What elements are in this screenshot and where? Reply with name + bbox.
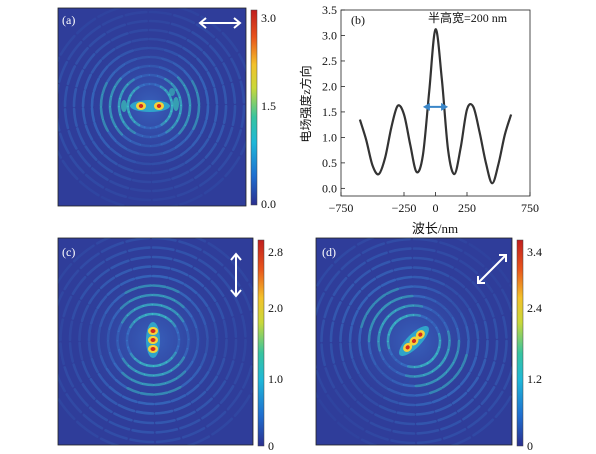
colorbar-c-tick-3: 1.0 [268, 372, 283, 386]
y-tick-label: 2.5 [322, 54, 337, 68]
x-tick-label: 750 [521, 201, 539, 215]
y-tick-label: 3.0 [322, 28, 337, 42]
y-axis-label-b: 电场强度z方向 [298, 65, 313, 142]
horizontal-double-arrow-icon [198, 17, 242, 29]
y-tick-label: 0.5 [322, 156, 337, 170]
panel-label-d: (d) [322, 245, 336, 259]
x-tick-label: 250 [458, 201, 476, 215]
colorbar-a: 3.0 1.5 0.0 [250, 9, 276, 211]
colorbar-d-tick-3: 1.2 [527, 372, 542, 386]
x-axis-b: −750 −250 0 250 750 [329, 192, 539, 215]
heatmap-c: (c) [57, 237, 254, 446]
y-tick-label: 3.5 [322, 3, 337, 17]
panel-label-c: (c) [62, 245, 75, 259]
plot-frame-b [340, 9, 531, 197]
colorbar-a-tick-min: 0.0 [261, 197, 276, 211]
hotspot-d [399, 326, 429, 356]
interference-rings-d [316, 238, 512, 445]
x-tick-label: −250 [392, 201, 417, 215]
colorbar-d-tick-1: 3.4 [527, 245, 542, 259]
colorbar-c-gradient [257, 239, 265, 447]
colorbar-d-tick-4: 0 [527, 439, 533, 453]
colorbar-c-tick-4: 0 [268, 439, 274, 453]
hotspot-c [146, 322, 160, 358]
x-axis-label-b: 波长/nm [412, 221, 458, 236]
colorbar-c: 2.8 2.0 1.0 0 [257, 239, 283, 453]
y-tick-label: 1.5 [322, 105, 337, 119]
interference-rings-c [58, 238, 253, 445]
panel-label-a: (a) [62, 13, 75, 27]
hotspot-a [121, 88, 179, 112]
colorbar-c-tick-1: 2.8 [268, 245, 283, 259]
interference-rings-a [58, 8, 246, 206]
colorbar-d-tick-2: 2.4 [527, 301, 542, 315]
fwhm-annotation: 半高宽=200 nm [428, 10, 508, 25]
line-chart-b: 0.0 0.5 1.0 1.5 2.0 2.5 3.0 3.5 −750 −250 0 250 750… [298, 3, 539, 236]
colorbar-a-tick-mid: 1.5 [261, 99, 276, 113]
colorbar-a-gradient [250, 9, 258, 206]
heatmap-d: (d) [315, 237, 513, 446]
colorbar-d: 3.4 2.4 1.2 0 [516, 239, 542, 453]
x-tick-label: −750 [329, 201, 354, 215]
y-tick-label: 2.0 [322, 79, 337, 93]
y-tick-label: 0.0 [322, 181, 337, 195]
fwhm-arrow-icon [422, 102, 449, 111]
heatmap-a: (a) [57, 7, 247, 207]
y-axis-b: 0.0 0.5 1.0 1.5 2.0 2.5 3.0 3.5 [322, 3, 345, 195]
diagonal-double-arrow-icon [477, 254, 507, 284]
field-intensity-curve [358, 28, 513, 185]
colorbar-a-tick-max: 3.0 [261, 11, 276, 25]
y-tick-label: 1.0 [322, 130, 337, 144]
vertical-double-arrow-icon [230, 252, 242, 298]
colorbar-d-gradient [516, 239, 524, 447]
colorbar-c-tick-2: 2.0 [268, 301, 283, 315]
panel-label-b: (b) [351, 13, 365, 27]
x-tick-label: 0 [433, 201, 439, 215]
